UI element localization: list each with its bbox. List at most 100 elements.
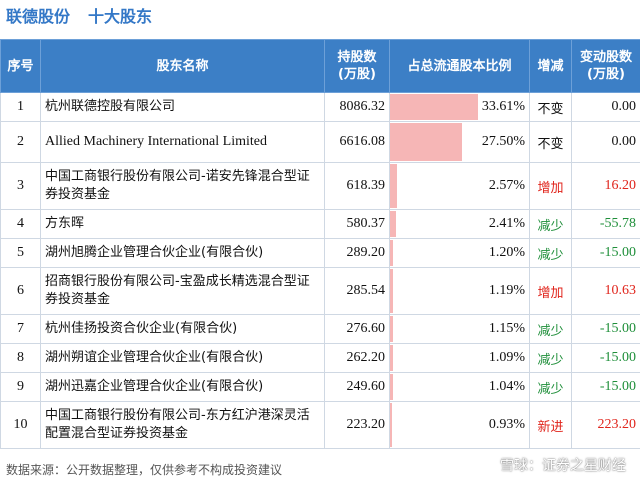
ratio-cell: 2.57% <box>389 162 530 210</box>
ratio-cell: 1.04% <box>389 372 530 402</box>
change-status: 减少 <box>529 372 572 402</box>
change-status: 减少 <box>529 314 572 344</box>
brand-watermark: 雪球：证券之星财经 <box>476 455 626 475</box>
row-index: 10 <box>0 401 41 449</box>
change-shares: -15.00 <box>571 238 640 268</box>
company-name: 联德股份 <box>6 7 71 26</box>
ratio-bar <box>390 240 394 266</box>
table-row: 4 方东晖 580.37 2.41% 减少 -55.78 <box>0 209 640 239</box>
ratio-cell: 1.15% <box>389 314 530 344</box>
ratio-cell: 1.20% <box>389 238 530 268</box>
ratio-bar <box>390 345 393 371</box>
col-header-name: 股东名称 <box>40 39 325 93</box>
shareholders-table: 序号 股东名称 持股数 (万股) 占总流通股本比例 增减 变动股数 (万股) 1 杭州… <box>0 39 640 449</box>
row-index: 4 <box>0 209 41 239</box>
change-status: 不变 <box>529 92 572 122</box>
ratio-cell: 0.93% <box>389 401 530 449</box>
row-index: 5 <box>0 238 41 268</box>
table-row: 8 湖州朔谊企业管理合伙企业(有限合伙) 262.20 1.09% 减少 -15.00 <box>0 343 640 373</box>
ratio-bar <box>390 123 462 161</box>
shares-held: 285.54 <box>324 267 390 315</box>
col-header-shares: 持股数 (万股) <box>324 39 390 93</box>
shareholder-name: 方东晖 <box>40 209 325 239</box>
table-row: 2 Allied Machinery International Limited 6… <box>0 121 640 163</box>
table-subtitle: 十大股东 <box>88 7 153 26</box>
change-shares: 0.00 <box>571 92 640 122</box>
col-header-index: 序号 <box>0 39 41 93</box>
ratio-cell: 33.61% <box>389 92 530 122</box>
table-row: 3 中国工商银行股份有限公司-诺安先锋混合型证券投资基金 618.39 2.57% 增加… <box>0 162 640 210</box>
ratio-value: 1.15% <box>488 321 525 336</box>
ratio-value: 1.20% <box>488 245 525 260</box>
row-index: 6 <box>0 267 41 315</box>
change-shares: 0.00 <box>571 121 640 163</box>
ratio-cell: 2.41% <box>389 209 530 239</box>
change-shares: 16.20 <box>571 162 640 210</box>
change-shares: -15.00 <box>571 343 640 373</box>
change-shares: 10.63 <box>571 267 640 315</box>
row-index: 8 <box>0 343 41 373</box>
change-shares: -15.00 <box>571 314 640 344</box>
shareholder-name: 中国工商银行股份有限公司-东方红沪港深灵活配置混合型证券投资基金 <box>40 401 325 449</box>
shares-held: 8086.32 <box>324 92 390 122</box>
ratio-bar <box>390 403 393 447</box>
page-title: 联德股份 十大股东 <box>6 3 152 27</box>
data-source-note: 数据来源：公开数据整理，仅供参考不构成投资建议 <box>6 463 283 477</box>
row-index: 2 <box>0 121 41 163</box>
ratio-value: 33.61% <box>481 99 525 114</box>
change-status: 新进 <box>529 401 572 449</box>
ratio-value: 27.50% <box>481 134 525 149</box>
change-status: 增加 <box>529 267 572 315</box>
table-header-row: 序号 股东名称 持股数 (万股) 占总流通股本比例 增减 变动股数 (万股) <box>0 39 640 93</box>
shares-held: 6616.08 <box>324 121 390 163</box>
shares-held: 580.37 <box>324 209 390 239</box>
change-status: 减少 <box>529 209 572 239</box>
row-index: 3 <box>0 162 41 210</box>
table-row: 5 湖州旭腾企业管理合伙企业(有限合伙) 289.20 1.20% 减少 -15.00 <box>0 238 640 268</box>
change-status: 不变 <box>529 121 572 163</box>
ratio-value: 1.04% <box>488 379 525 394</box>
shareholder-name: Allied Machinery International Limited <box>40 121 325 163</box>
change-shares: 223.20 <box>571 401 640 449</box>
table-row: 6 招商银行股份有限公司-宝盈成长精选混合型证券投资基金 285.54 1.19% 增加… <box>0 267 640 315</box>
ratio-bar <box>390 269 394 313</box>
col-header-delta: 变动股数 (万股) <box>571 39 640 93</box>
shares-held: 249.60 <box>324 372 390 402</box>
ratio-value: 0.93% <box>488 417 525 432</box>
shareholder-name: 中国工商银行股份有限公司-诺安先锋混合型证券投资基金 <box>40 162 325 210</box>
table-row: 9 湖州迅嘉企业管理合伙企业(有限合伙) 249.60 1.04% 减少 -15.00 <box>0 372 640 402</box>
ratio-cell: 1.19% <box>389 267 530 315</box>
shares-held: 223.20 <box>324 401 390 449</box>
ratio-cell: 27.50% <box>389 121 530 163</box>
ratio-value: 1.19% <box>488 283 525 298</box>
shares-held: 276.60 <box>324 314 390 344</box>
ratio-bar <box>390 316 393 342</box>
table-row: 10 中国工商银行股份有限公司-东方红沪港深灵活配置混合型证券投资基金 223.20… <box>0 401 640 449</box>
shareholder-name: 杭州佳扬投资合伙企业(有限合伙) <box>40 314 325 344</box>
shares-held: 262.20 <box>324 343 390 373</box>
ratio-bar <box>390 211 397 237</box>
shareholder-name: 湖州旭腾企业管理合伙企业(有限合伙) <box>40 238 325 268</box>
ratio-cell: 1.09% <box>389 343 530 373</box>
change-shares: -55.78 <box>571 209 640 239</box>
ratio-bar <box>390 374 393 400</box>
row-index: 9 <box>0 372 41 402</box>
change-status: 减少 <box>529 238 572 268</box>
row-index: 7 <box>0 314 41 344</box>
ratio-bar <box>390 94 478 120</box>
table-body: 1 杭州联德控股有限公司 8086.32 33.61% 不变 0.00 2 Allied Ma… <box>0 92 640 449</box>
brand-text: 雪球：证券之星财经 <box>500 458 626 474</box>
shareholder-name: 杭州联德控股有限公司 <box>40 92 325 122</box>
change-status: 增加 <box>529 162 572 210</box>
row-index: 1 <box>0 92 41 122</box>
shareholder-name: 湖州朔谊企业管理合伙企业(有限合伙) <box>40 343 325 373</box>
ratio-bar <box>390 164 397 208</box>
col-header-change: 增减 <box>529 39 572 93</box>
col-header-ratio: 占总流通股本比例 <box>389 39 530 93</box>
shares-held: 289.20 <box>324 238 390 268</box>
table-row: 7 杭州佳扬投资合伙企业(有限合伙) 276.60 1.15% 减少 -15.00 <box>0 314 640 344</box>
ratio-value: 2.41% <box>488 216 525 231</box>
table-row: 1 杭州联德控股有限公司 8086.32 33.61% 不变 0.00 <box>0 92 640 122</box>
snowball-logo-icon <box>477 456 495 474</box>
shareholder-name: 湖州迅嘉企业管理合伙企业(有限合伙) <box>40 372 325 402</box>
